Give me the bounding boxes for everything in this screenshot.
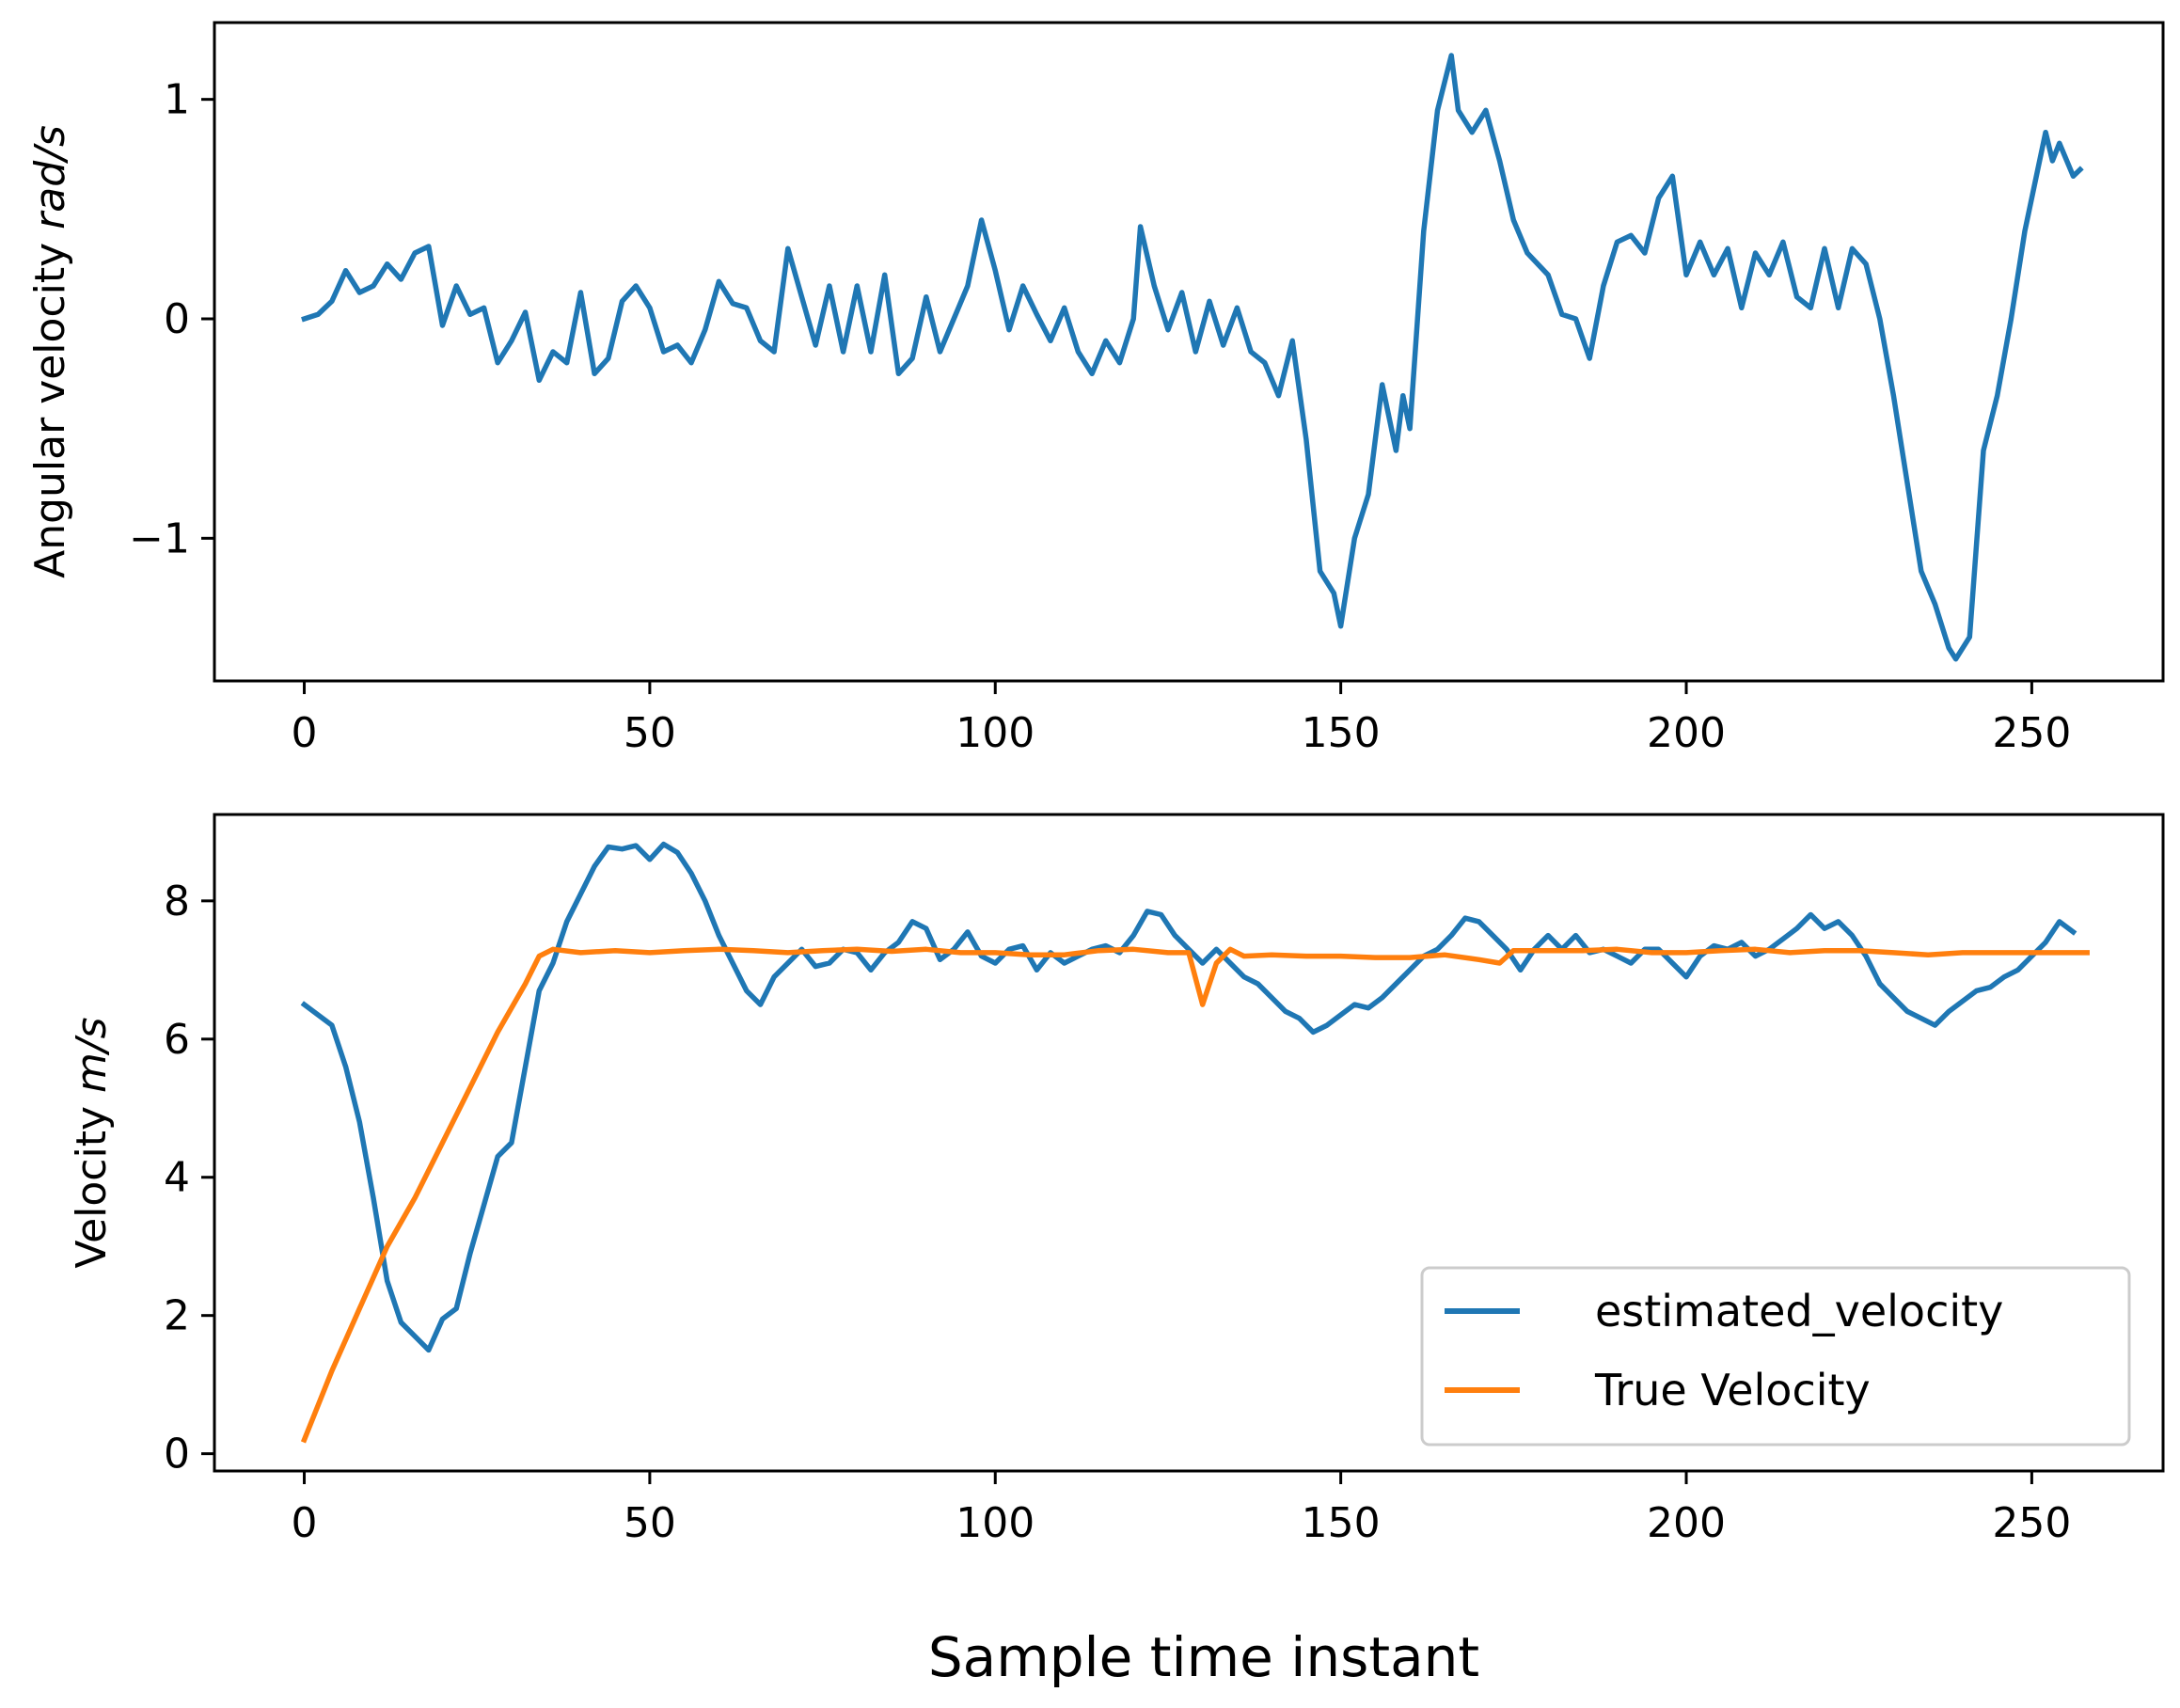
plot-frame: [213, 813, 2165, 1473]
x-axis-label: Sample time instant: [928, 1625, 1479, 1689]
y-tick-label: 6: [164, 1016, 190, 1064]
x-tick-label: 50: [624, 709, 676, 757]
y-tick-label: 2: [164, 1292, 190, 1340]
y-axis-label: Velocity m/s: [68, 1017, 116, 1268]
series-line-true-velocity: [300, 946, 2090, 1444]
y-tick-label: 0: [164, 295, 190, 343]
velocity-plot: 0 50 100 150 200 250 0 2 4 6 8 Velocity m/s estim…: [68, 813, 2165, 1547]
y-tick-label: −1: [129, 514, 190, 562]
plot-frame: [213, 21, 2165, 683]
y-tick-label: 4: [164, 1154, 190, 1202]
y-tick-label: 8: [164, 878, 190, 925]
x-tick-label: 200: [1647, 709, 1726, 757]
x-tick-label: 200: [1647, 1499, 1726, 1547]
y-tick-label: 0: [164, 1431, 190, 1479]
legend-label-true: True Velocity: [1594, 1365, 1871, 1415]
x-tick-label: 0: [292, 709, 318, 757]
x-tick-label: 250: [1992, 709, 2071, 757]
x-tick-label: 150: [1302, 709, 1381, 757]
x-tick-label: 250: [1992, 1499, 2071, 1547]
x-tick-label: 50: [624, 1499, 676, 1547]
y-tick-label: 1: [164, 76, 190, 124]
x-tick-label: 150: [1302, 1499, 1381, 1547]
legend-label-estimated: estimated_velocity: [1595, 1286, 2003, 1336]
series-line-estimated-velocity: [300, 841, 2077, 1353]
angular-velocity-plot: 0 50 100 150 200 250 1 0 −1 Angular velocity ra…: [26, 21, 2165, 757]
series-line-angular-velocity: [301, 53, 2084, 662]
x-tick-label: 100: [956, 709, 1035, 757]
legend-box: [1420, 1266, 2131, 1447]
x-tick-label: 0: [292, 1499, 318, 1547]
y-axis-label: Angular velocity rad/s: [26, 125, 74, 578]
x-tick-label: 100: [956, 1499, 1035, 1547]
legend: estimated_velocity True Velocity: [1420, 1266, 2131, 1447]
